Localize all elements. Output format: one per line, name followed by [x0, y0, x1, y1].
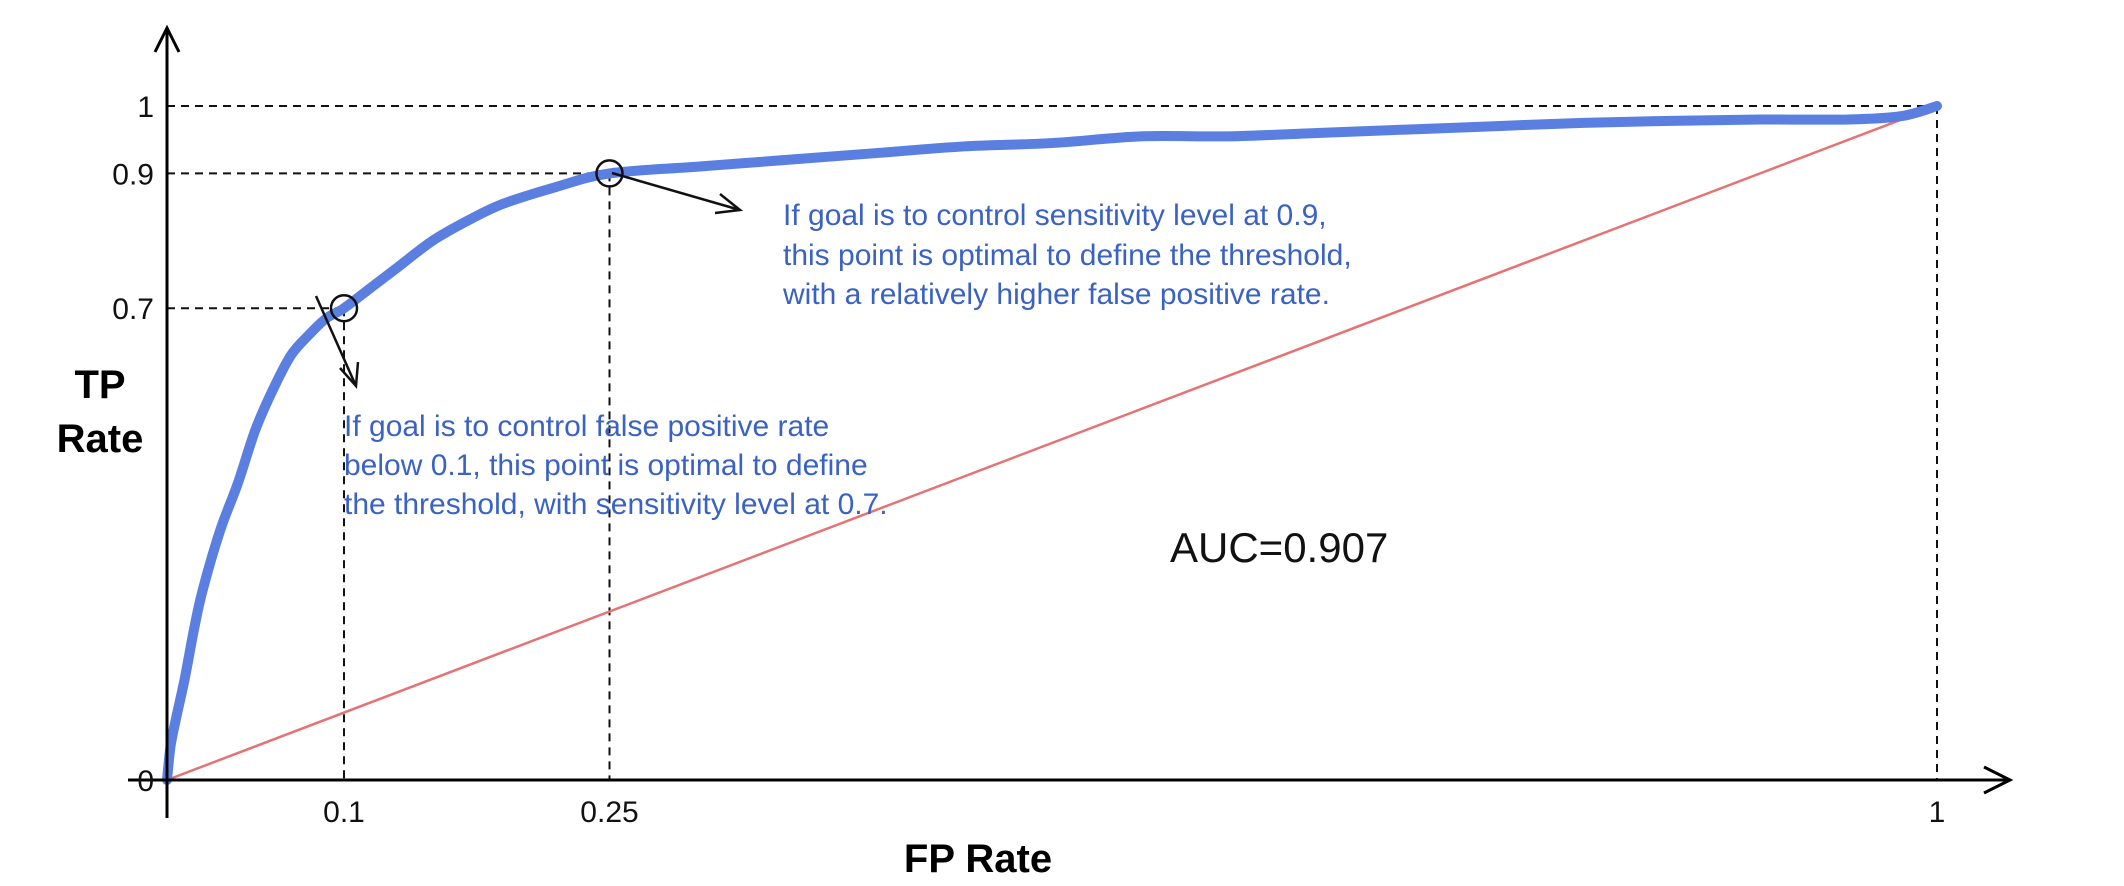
- arrowhead-025: [714, 193, 744, 215]
- annotation-025-line-2: this point is optimal to define the thre…: [783, 239, 1352, 272]
- y-axis-arrowhead: [153, 24, 181, 53]
- highlight-markers: [329, 159, 624, 323]
- tick-labels: 0.1 0.25 1 0 0.7 0.9 1: [112, 91, 1945, 829]
- annotation-01-line-1: If goal is to control false positive rat…: [344, 410, 829, 443]
- x-tick-label-0: 0.1: [323, 796, 365, 829]
- annotation-point-01: If goal is to control false positive rat…: [344, 410, 888, 521]
- annotation-point-025: If goal is to control sensitivity level …: [782, 199, 1352, 311]
- roc-curve-layer: [162, 101, 1942, 785]
- y-axis-title-line-1: TP: [74, 363, 125, 407]
- highlight-point-0: [329, 293, 359, 323]
- auc-label: AUC=0.907: [1170, 524, 1388, 571]
- diagonal-layer: [166, 104, 1938, 782]
- annotation-01-line-3: the threshold, with sensitivity level at…: [344, 488, 888, 521]
- y-tick-label-1: 0.7: [112, 293, 154, 326]
- x-axis-title: FP Rate: [904, 837, 1052, 881]
- axes: [128, 24, 2014, 818]
- annotation-025-line-3: with a relatively higher false positive …: [782, 278, 1330, 311]
- reference-lines: [167, 105, 1938, 780]
- x-tick-label-1: 0.25: [580, 796, 638, 829]
- highlight-point-1: [595, 159, 624, 188]
- diagonal-line: [166, 104, 1938, 782]
- arrow-to-annotation-025: [611, 171, 741, 212]
- y-axis-title-line-2: Rate: [57, 417, 144, 461]
- annotation-025-line-1: If goal is to control sensitivity level …: [783, 199, 1327, 232]
- x-axis-arrowhead: [1983, 765, 2014, 795]
- y-tick-label-0: 0: [137, 765, 154, 798]
- arrow-to-annotation-01: [314, 295, 358, 387]
- roc-curve-line: [162, 101, 1942, 785]
- annotation-01-line-2: below 0.1, this point is optimal to defi…: [344, 449, 868, 482]
- x-tick-label-2: 1: [1929, 796, 1946, 829]
- y-tick-label-2: 0.9: [112, 158, 154, 191]
- y-tick-label-3: 1: [137, 91, 154, 124]
- arrowhead-01: [339, 361, 360, 390]
- annotation-arrows: [314, 171, 744, 390]
